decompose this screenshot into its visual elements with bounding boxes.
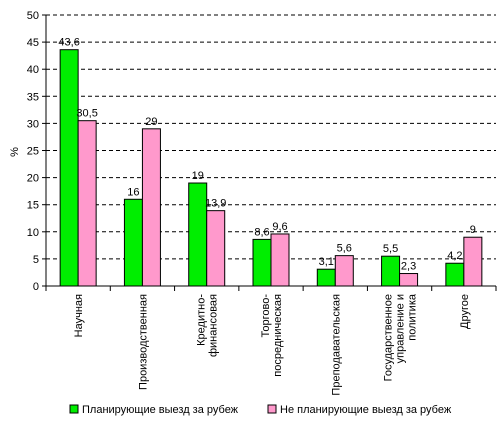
bar-planning [188,182,208,287]
y-tick-label: 25 [27,146,39,158]
data-label: 30,5 [76,108,97,120]
x-category-label: Государственное [383,294,395,381]
y-axis-label: % [9,147,21,157]
gridlines [46,14,496,260]
x-category-label: посредническая [272,294,284,377]
y-tick-label: 20 [27,173,39,185]
data-label: 9,6 [272,221,287,233]
bar-not-planning [141,128,161,287]
x-category-label: политика [407,293,419,341]
x-category-label: управление и [395,294,407,363]
y-tick-label: 0 [33,281,39,293]
legend-swatch [267,404,277,414]
x-category-label: финансовая [208,294,220,357]
x-category-label: Преподавательская [330,294,342,396]
data-label: 13,9 [205,198,226,210]
y-tick-label: 50 [27,10,39,22]
data-label: 5,6 [337,243,352,255]
bar-not-planning [334,255,354,287]
data-label: 5,5 [383,243,398,255]
data-label: 16 [127,186,139,198]
data-label: 29 [145,116,157,128]
y-tick-label: 45 [27,37,39,49]
legend-swatch [69,404,79,414]
bar-planning [123,198,143,287]
bar-planning [252,238,272,287]
data-labels: 43,6 30,5 16 29 19 13,9 8,6 9,6 3,15,6 5,52,3 4,2 9 [58,37,475,273]
bar-planning [445,262,465,287]
y-tick-label: 40 [27,64,39,76]
data-label: 8,6 [254,226,269,238]
bar-not-planning [463,236,483,287]
legend-label: Планирующие выезд за рубеж [82,404,239,416]
x-category-label: Торгово- [260,294,272,338]
bar-not-planning [270,233,290,287]
y-tick-label: 10 [27,227,39,239]
legend: Планирующие выезд за рубеж Не планирующие… [69,404,452,416]
bar-planning [59,49,79,287]
bar-not-planning [206,210,226,287]
bar-planning [381,255,401,287]
y-tick-label: 15 [27,200,39,212]
x-category-label: Другое [459,294,471,329]
bar-not-planning [77,120,97,287]
data-label: 3,1 [319,256,334,268]
y-tick-label: 5 [33,254,39,266]
data-label: 4,2 [447,250,462,262]
x-category-label: Научная [73,294,85,337]
y-tick-label: 35 [27,91,39,103]
bar-not-planning [399,273,419,287]
legend-label: Не планирующие выезд за рубеж [280,404,452,416]
x-category-label: Кредитно- [196,294,208,346]
data-label: 9 [470,224,476,236]
bar-planning [316,268,336,287]
x-axis: Научная Производственная Кредитно-финансов… [45,285,497,396]
x-category-label: Производственная [137,294,149,390]
y-tick-label: 30 [27,118,39,130]
data-label: 43,6 [58,37,79,49]
y-axis: 0 5 10 15 20 25 30 35 40 45 50 [27,10,47,293]
data-label: 2,3 [401,261,416,273]
bars [59,49,483,287]
data-label: 19 [192,170,204,182]
